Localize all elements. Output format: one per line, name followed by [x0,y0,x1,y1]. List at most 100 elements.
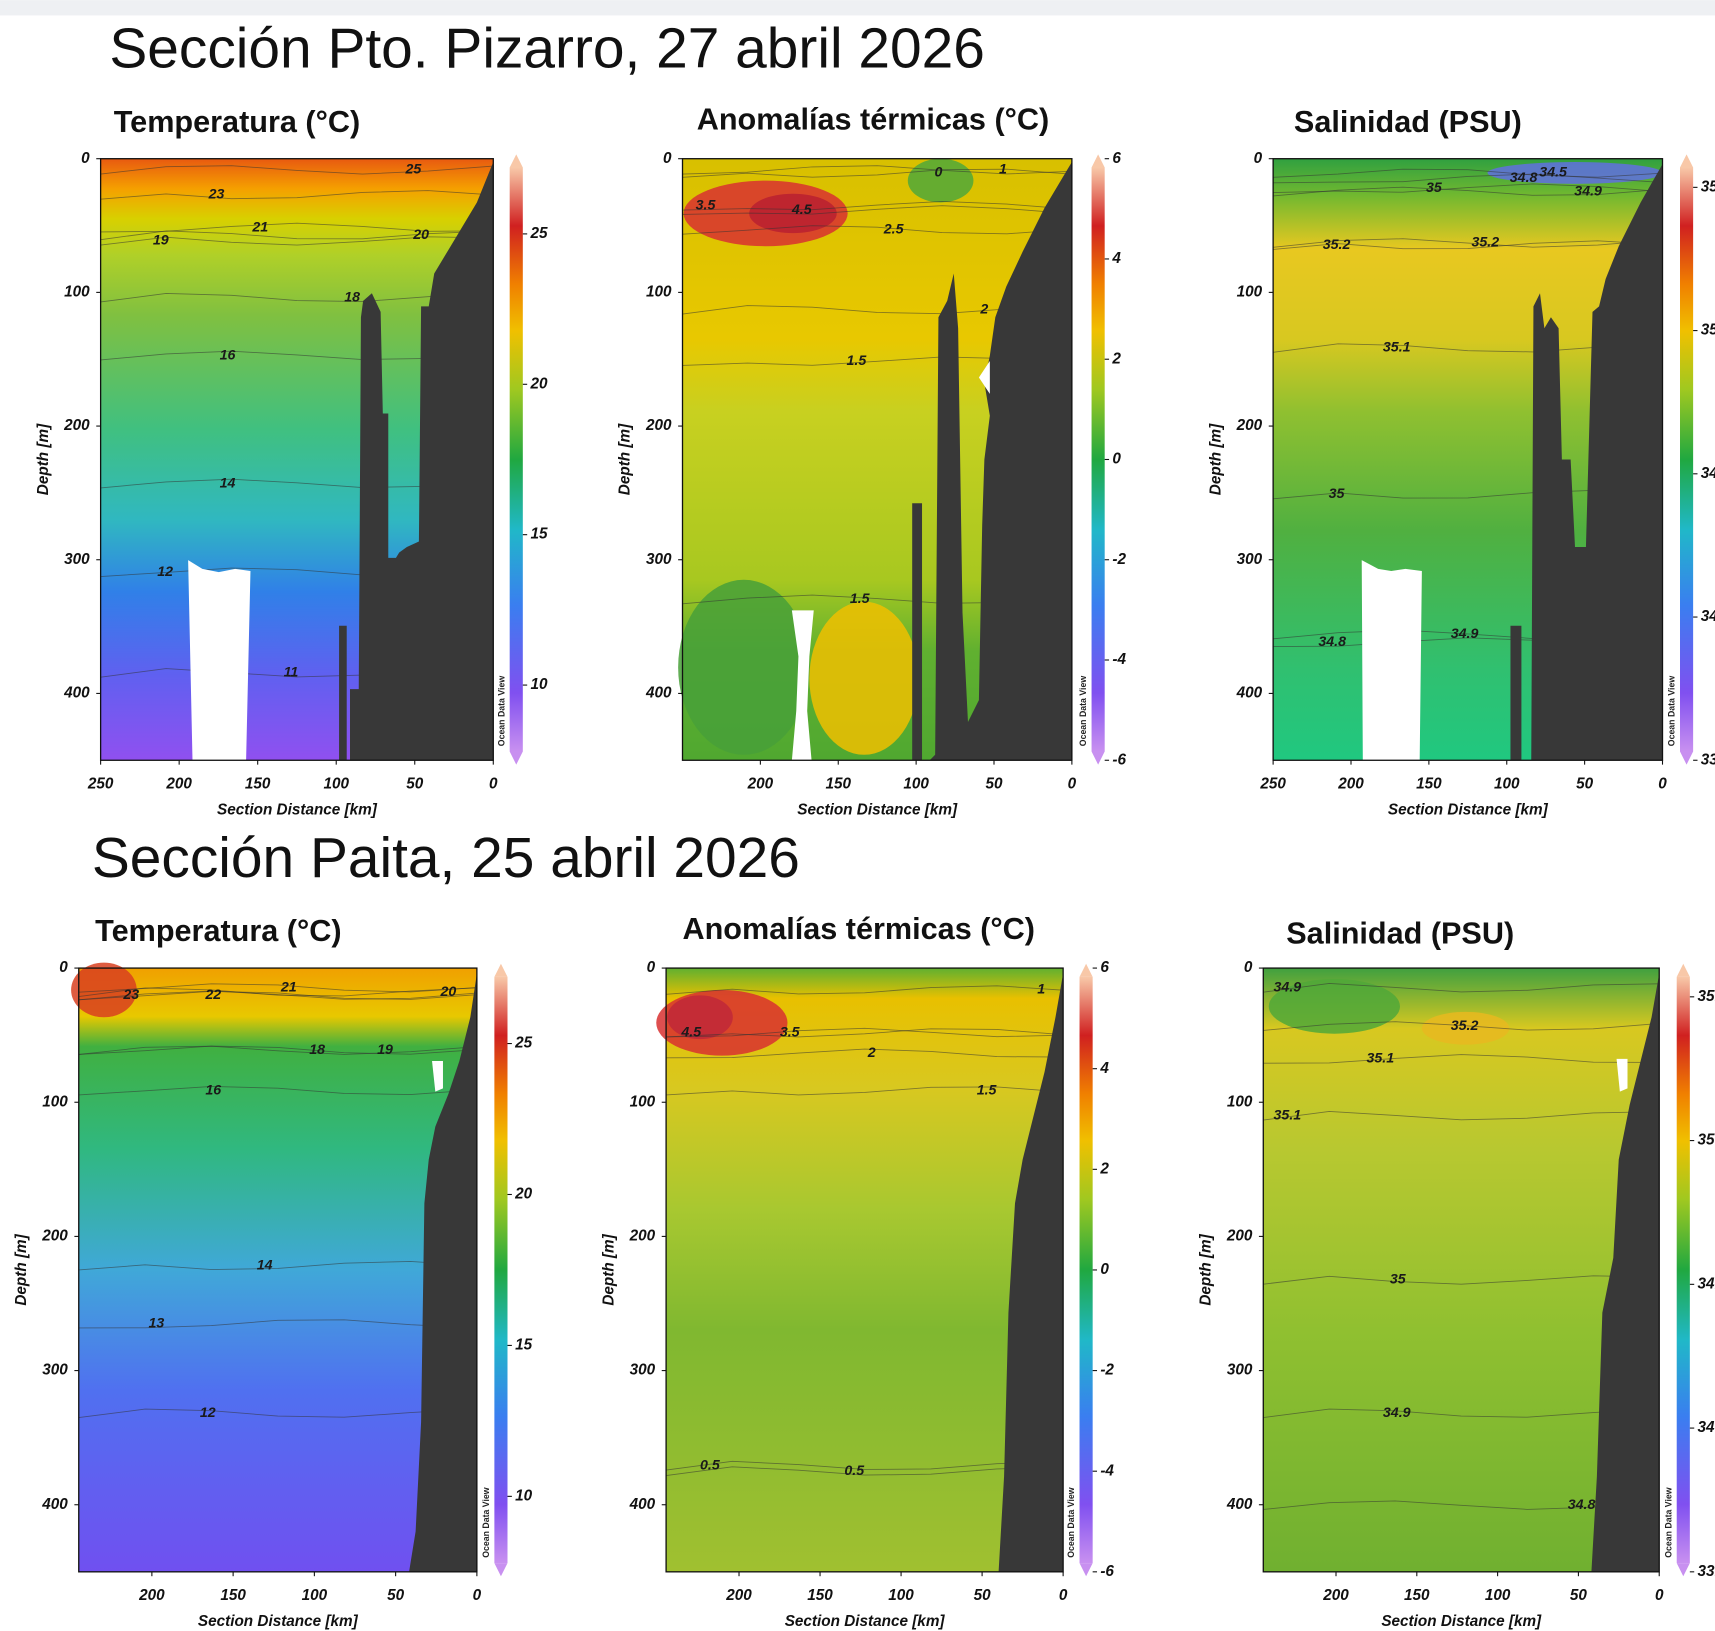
no-data [188,560,251,761]
contour-line [1263,1408,1660,1419]
contour-line [78,1045,477,1055]
colorbar-tick-label: 35.5 [1698,988,1715,1005]
contour-label: 14 [220,475,236,491]
y-tick-label: 300 [64,551,90,568]
y-tick-label: 200 [1236,417,1263,434]
colorbar-tick-label: 33.5 [1701,751,1715,768]
contour-line [666,1048,1064,1059]
x-tick-label: 50 [1570,1587,1588,1604]
contour-label: 12 [157,564,173,580]
contour-label: 35.2 [1323,237,1351,253]
credit: Ocean Data View [1667,676,1677,747]
colorbar-tick-label: 20 [529,375,548,392]
field-patch [809,601,919,755]
panel-title: Anomalías térmicas (°C) [683,912,1035,946]
contour-label: 1.5 [847,353,868,369]
y-axis-label: Depth [m] [35,423,52,495]
contour-line [100,236,494,246]
contour-line [100,165,494,175]
x-tick-label: 200 [138,1587,165,1604]
land [1591,973,1660,1572]
colorbar-tick-label: 6 [1100,959,1109,976]
contour-label: 23 [208,187,225,203]
y-tick-label: 400 [629,1496,656,1513]
colorbar-tick-label: -4 [1100,1462,1114,1479]
y-tick-label: 300 [646,551,672,568]
x-axis-label: Section Distance [km] [1381,1613,1542,1630]
y-tick-label: 100 [1227,1093,1253,1110]
y-tick-label: 400 [63,684,90,701]
y-tick-label: 100 [646,283,672,300]
colorbar-tick-label: 2 [1099,1160,1109,1177]
contour-label: 16 [205,1082,221,1098]
contour-label: 35.2 [1451,1018,1479,1034]
panel: Anomalías térmicas (°C) 4.5 3.5 2 1.5 1 0.5 0.5… [600,912,1114,1630]
colorbar-tick-label: 34.5 [1698,1275,1715,1292]
y-axis-label: Depth [m] [600,1233,617,1305]
colorbar-bottom [1079,1563,1093,1577]
x-tick-label: 200 [165,775,192,792]
contour-line [78,1085,477,1096]
x-tick-label: 100 [1485,1587,1511,1604]
plot-frame [99,158,494,761]
contour-line [1263,1111,1660,1121]
x-tick-label: 100 [302,1587,328,1604]
x-tick-label: 150 [245,775,271,792]
credit: Ocean Data View [496,676,506,747]
contour-label: 2.5 [883,222,905,238]
land [409,973,477,1572]
contour-line [666,985,1064,995]
x-tick-label: 200 [1322,1587,1349,1604]
panel: Anomalías térmicas (°C) 3.5 4.5 2.5 0 1 2 1.5 1.… [617,103,1127,819]
field-patch [667,995,733,1040]
contour-line [100,190,494,200]
y-tick-label: 0 [647,959,656,976]
colorbar-tick-label: 25 [529,225,548,242]
contour-label: 35.1 [1366,1051,1394,1067]
y-tick-label: 300 [42,1362,68,1379]
colorbar-bottom [1091,751,1105,765]
credit: Ocean Data View [1066,1487,1076,1558]
credit: Ocean Data View [1078,676,1088,747]
contour-line [1273,186,1663,197]
contour-label: 3.5 [696,197,717,213]
colorbar-bottom [494,1563,508,1577]
no-data [432,1061,443,1092]
colorbar-tick-label: 0 [1112,451,1121,468]
x-tick-label: 0 [473,1587,482,1604]
field-patch [678,579,810,755]
colorbar-top [1676,963,1690,977]
x-tick-label: 150 [825,775,851,792]
colorbar-tick-label: 4 [1099,1060,1109,1077]
colorbar-bottom [1680,751,1694,765]
contour-line [78,983,477,993]
contour-line [78,990,477,1001]
plot-frame [681,158,1073,761]
x-tick-label: 0 [1655,1587,1664,1604]
contour-line [682,205,1072,215]
y-tick-label: 400 [645,684,672,701]
x-tick-label: 0 [1658,775,1667,792]
colorbar-tick-label: 34 [1701,608,1715,625]
colorbar-tick-label: 34.5 [1701,465,1715,482]
colorbar-tick-label: -6 [1112,751,1126,768]
colorbar-tick-label: 15 [530,526,548,543]
contour-line [682,168,1072,178]
contour-label: 35 [1426,180,1443,196]
contour-label: 0.5 [844,1463,865,1479]
y-axis-label: Depth [m] [1197,1233,1214,1305]
plot-frame [1272,158,1664,761]
contour-label: 18 [344,289,360,305]
contour-line [666,1027,1064,1038]
panel-title: Anomalías térmicas (°C) [697,103,1049,137]
y-tick-label: 200 [41,1227,68,1244]
contour-label: 35.1 [1274,1107,1302,1123]
y-axis-label: Depth [m] [1207,423,1224,495]
contour-line [1273,183,1663,194]
x-tick-label: 200 [747,775,774,792]
field [1263,968,1660,1572]
contour-line [78,987,477,997]
x-axis-label: Section Distance [km] [198,1613,359,1630]
y-tick-label: 100 [1237,283,1263,300]
